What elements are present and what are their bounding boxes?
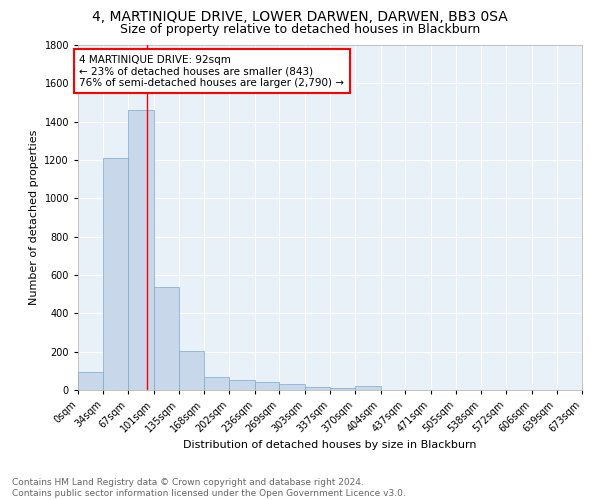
Y-axis label: Number of detached properties: Number of detached properties	[29, 130, 39, 305]
Bar	[280, 384, 305, 390]
Bar	[255, 382, 280, 390]
Bar	[154, 288, 179, 390]
Bar	[204, 376, 229, 390]
Text: 4 MARTINIQUE DRIVE: 92sqm
← 23% of detached houses are smaller (843)
76% of semi: 4 MARTINIQUE DRIVE: 92sqm ← 23% of detac…	[79, 54, 344, 88]
Text: 4, MARTINIQUE DRIVE, LOWER DARWEN, DARWEN, BB3 0SA: 4, MARTINIQUE DRIVE, LOWER DARWEN, DARWE…	[92, 10, 508, 24]
Bar	[305, 387, 331, 390]
Bar	[128, 110, 154, 390]
X-axis label: Distribution of detached houses by size in Blackburn: Distribution of detached houses by size …	[183, 440, 477, 450]
Bar	[103, 158, 128, 390]
Bar	[78, 372, 103, 390]
Bar	[331, 388, 355, 390]
Text: Contains HM Land Registry data © Crown copyright and database right 2024.
Contai: Contains HM Land Registry data © Crown c…	[12, 478, 406, 498]
Bar	[179, 350, 204, 390]
Bar	[355, 386, 380, 390]
Text: Size of property relative to detached houses in Blackburn: Size of property relative to detached ho…	[120, 22, 480, 36]
Bar	[229, 380, 255, 390]
